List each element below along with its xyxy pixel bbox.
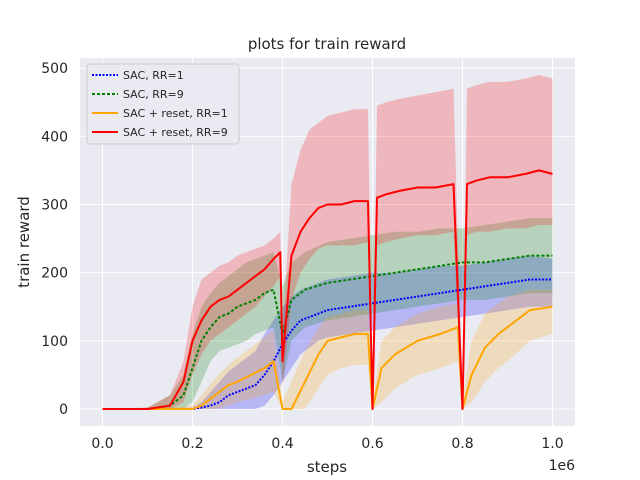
x-tick-label: 0.2 bbox=[181, 436, 203, 452]
band-series-3 bbox=[102, 75, 553, 409]
legend-box bbox=[86, 63, 240, 145]
y-axis-label: train reward bbox=[15, 196, 33, 288]
y-tick-label: 200 bbox=[41, 266, 68, 282]
chart-title: plots for train reward bbox=[248, 35, 406, 53]
band-series-2 bbox=[102, 289, 553, 409]
legend-label: SAC, RR=9 bbox=[123, 88, 184, 101]
x-tick-label: 0.6 bbox=[361, 436, 383, 452]
legend: SAC, RR=1 SAC, RR=9 SAC + reset, RR=1 SAC +… bbox=[86, 63, 240, 145]
x-tick-label: 0.0 bbox=[91, 436, 113, 452]
y-tick-label: 500 bbox=[41, 61, 68, 77]
y-tick-label: 0 bbox=[59, 402, 68, 418]
legend-label: SAC + reset, RR=9 bbox=[123, 126, 228, 139]
y-tick-label: 400 bbox=[41, 129, 68, 145]
tick-labels: 0.0 0.2 0.4 0.6 0.8 1.0 0 100 200 300 400 500 bbox=[41, 61, 563, 452]
x-axis-label: steps bbox=[307, 458, 347, 476]
legend-label: SAC, RR=1 bbox=[123, 69, 184, 82]
y-tick-label: 100 bbox=[41, 334, 68, 350]
line-series-2 bbox=[102, 305, 553, 410]
series-lines bbox=[102, 169, 553, 410]
legend-label: SAC + reset, RR=1 bbox=[123, 107, 228, 120]
line-series-0 bbox=[102, 278, 553, 410]
line-series-1 bbox=[102, 254, 553, 410]
x-axis-offset-label: 1e6 bbox=[549, 458, 576, 474]
y-tick-label: 300 bbox=[41, 198, 68, 214]
x-tick-label: 0.4 bbox=[271, 436, 293, 452]
x-tick-label: 0.8 bbox=[451, 436, 473, 452]
x-tick-label: 1.0 bbox=[541, 436, 563, 452]
line-series-3 bbox=[102, 169, 553, 410]
